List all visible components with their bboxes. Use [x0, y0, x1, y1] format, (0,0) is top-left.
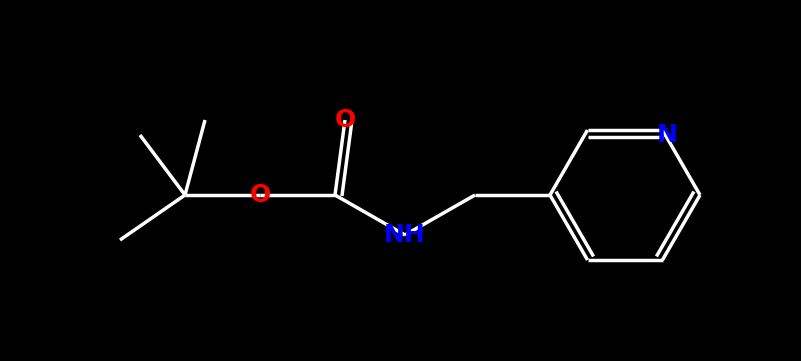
Text: N: N — [657, 123, 678, 147]
Text: O: O — [249, 183, 271, 207]
Text: O: O — [334, 108, 356, 132]
Text: NH: NH — [384, 223, 426, 247]
